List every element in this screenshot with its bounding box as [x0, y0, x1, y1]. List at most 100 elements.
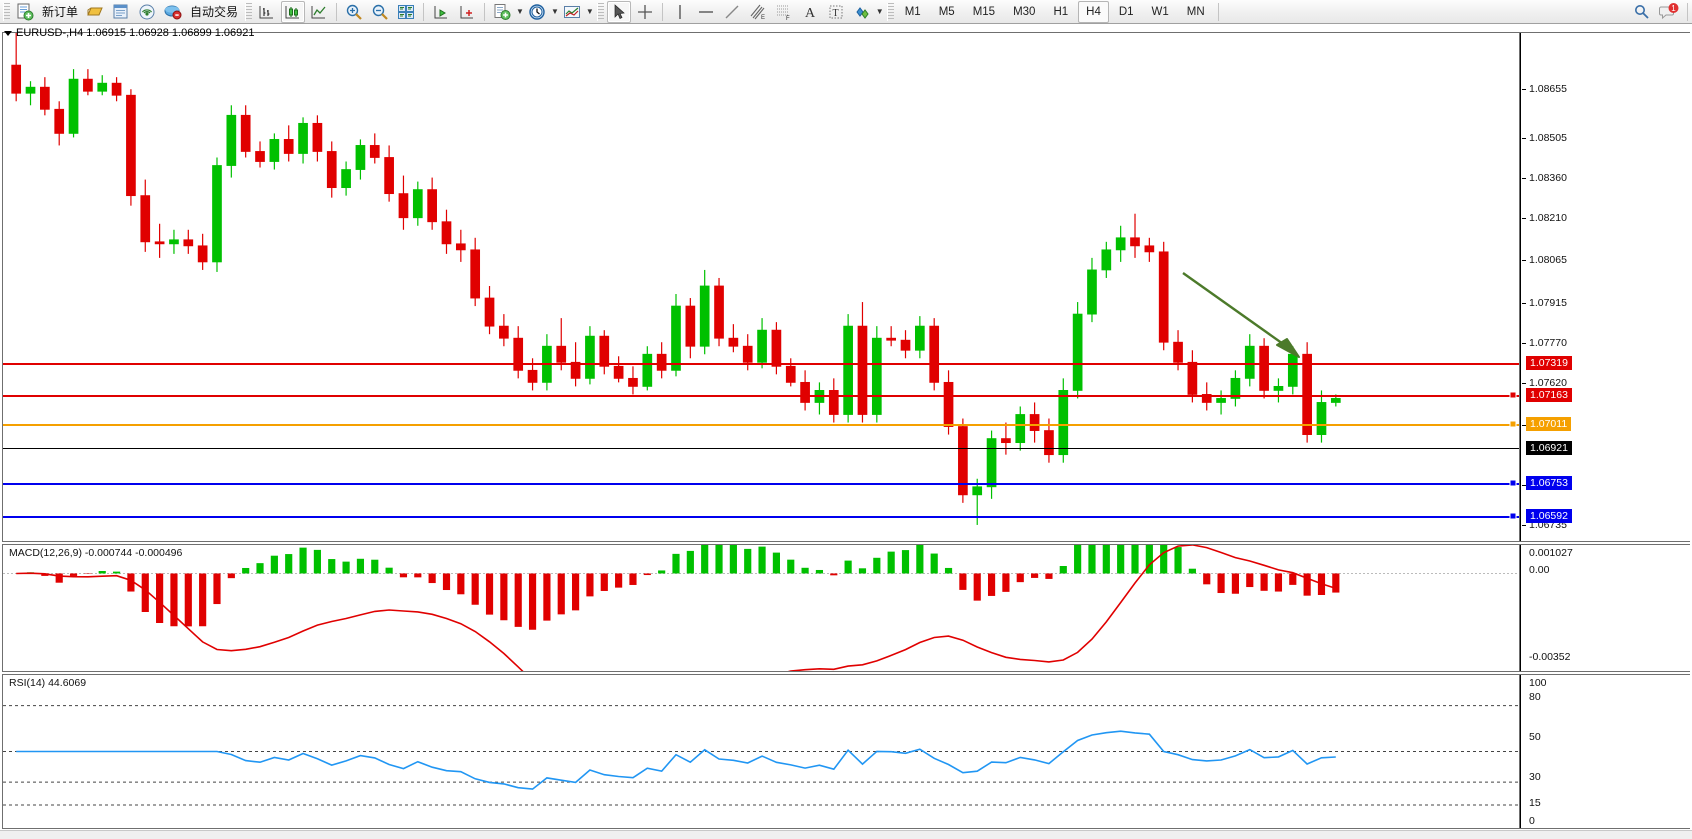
- rsi-axis-line: [1520, 675, 1521, 828]
- candle: [455, 243, 466, 251]
- price-tag-bid-price[interactable]: 1.06921: [1526, 441, 1572, 455]
- line-chart-icon[interactable]: [307, 1, 331, 23]
- auto-trading-icon[interactable]: [161, 1, 185, 23]
- toolbar-separator-4: [661, 2, 663, 21]
- timeframe-m5[interactable]: M5: [938, 5, 955, 18]
- candle: [642, 353, 653, 387]
- search-icon[interactable]: [1630, 1, 1654, 23]
- new-order-label[interactable]: 新订单: [42, 5, 79, 19]
- shapes-dropdown-icon[interactable]: ▼: [875, 7, 884, 16]
- timeframe-h4[interactable]: H4: [1078, 0, 1109, 23]
- timeframe-mn[interactable]: MN: [1186, 5, 1205, 18]
- price-tag-resistance-1[interactable]: 1.07319: [1526, 356, 1572, 370]
- fibo-icon[interactable]: F: [772, 1, 796, 23]
- rsi-pane[interactable]: RSI(14) 44.6069: [2, 674, 1520, 829]
- trendline-icon[interactable]: [720, 1, 744, 23]
- candle: [685, 305, 696, 347]
- folder-icon[interactable]: [83, 1, 107, 23]
- shift-end-icon[interactable]: [429, 1, 453, 23]
- zoom-out-icon[interactable]: [368, 1, 392, 23]
- price-line-resistance-1[interactable]: [3, 363, 1519, 365]
- label-icon[interactable]: T: [824, 1, 848, 23]
- toolbar-grip-3[interactable]: [596, 2, 604, 21]
- toolbar-grip-2[interactable]: [245, 2, 253, 21]
- candle: [871, 337, 882, 415]
- price-line-bid-price[interactable]: [3, 448, 1519, 449]
- symbol-header: EURUSD-,H4 1.06915 1.06928 1.06899 1.069…: [4, 26, 255, 40]
- price-axis-label: 1.07620: [1529, 377, 1567, 389]
- toolbar-grip[interactable]: [3, 2, 10, 21]
- candlestick-icon[interactable]: [281, 0, 306, 23]
- zoom-in-icon[interactable]: [342, 1, 366, 23]
- price-axis[interactable]: 1.08655 1.08505 1.08360 1.08210 1.08065 1.079…: [1520, 32, 1690, 614]
- candle: [714, 285, 724, 339]
- macd-label: MACD(12,26,9) -0.000744 -0.000496: [7, 547, 185, 559]
- chevron-down-icon[interactable]: [4, 30, 12, 36]
- add-indicator-icon[interactable]: [490, 1, 514, 23]
- chart-window: EURUSD-,H4 1.06915 1.06928 1.06899 1.069…: [0, 24, 1692, 839]
- timeframe-m30[interactable]: M30: [1013, 5, 1036, 18]
- timeframe-d1[interactable]: D1: [1118, 5, 1134, 18]
- price-tag-support-2[interactable]: 1.06592: [1526, 509, 1572, 523]
- price-tag-pivot[interactable]: 1.07011: [1526, 417, 1572, 431]
- price-axis-tick: [1522, 425, 1526, 426]
- candle: [484, 297, 495, 327]
- price-line-resistance-2[interactable]: [3, 395, 1519, 397]
- price-line-support-1[interactable]: [3, 483, 1519, 485]
- price-line-handle[interactable]: [1509, 512, 1517, 520]
- candle: [1101, 249, 1112, 271]
- auto-trading-label[interactable]: 自动交易: [190, 5, 239, 19]
- macd-pane[interactable]: MACD(12,26,9) -0.000744 -0.000496: [2, 544, 1520, 672]
- crosshair-icon[interactable]: [633, 1, 657, 23]
- shapes-icon[interactable]: [850, 1, 874, 23]
- data-window-icon[interactable]: [109, 1, 133, 23]
- candle: [298, 122, 308, 154]
- tile-windows-icon[interactable]: [394, 1, 418, 23]
- signal-icon[interactable]: [135, 1, 159, 23]
- price-line-support-2[interactable]: [3, 516, 1519, 518]
- vline-icon[interactable]: [668, 1, 692, 23]
- timeframe-w1[interactable]: W1: [1151, 5, 1169, 18]
- toolbar-grip-4[interactable]: [886, 2, 894, 21]
- period-dropdown-icon[interactable]: ▼: [550, 7, 559, 16]
- price-axis-tick: [1522, 525, 1526, 526]
- candle: [1044, 430, 1054, 456]
- text-icon[interactable]: A: [798, 1, 822, 23]
- auto-scroll-icon[interactable]: [455, 1, 479, 23]
- timeframe-group: M1 M5 M15 M30 H1 H4 D1 W1 MN: [896, 0, 1214, 23]
- candle: [886, 337, 897, 341]
- candle: [240, 114, 251, 152]
- price-line-pivot[interactable]: [3, 424, 1519, 426]
- price-line-handle[interactable]: [1509, 479, 1517, 487]
- equidistant-icon[interactable]: E: [746, 1, 770, 23]
- price-pane[interactable]: [2, 32, 1520, 542]
- candle: [671, 305, 681, 371]
- candle: [1072, 313, 1083, 391]
- macd-axis-line: [1520, 545, 1521, 671]
- new-order-icon[interactable]: [13, 1, 37, 23]
- candle: [326, 151, 337, 189]
- rsi-label: RSI(14) 44.6069: [7, 677, 89, 689]
- add-indicator-dropdown-icon[interactable]: ▼: [516, 7, 524, 16]
- cursor-icon[interactable]: [606, 0, 631, 23]
- candle: [25, 86, 36, 94]
- candle: [1087, 269, 1097, 315]
- bar-chart-icon[interactable]: [255, 1, 279, 23]
- templates-icon[interactable]: [560, 1, 584, 23]
- price-line-handle[interactable]: [1509, 420, 1517, 428]
- candle: [1302, 353, 1312, 435]
- timeframe-m1[interactable]: M1: [904, 5, 921, 18]
- price-axis-label: 1.08505: [1529, 132, 1567, 144]
- notification-icon[interactable]: 1: [1656, 1, 1682, 23]
- price-axis-tick: [1522, 383, 1526, 384]
- price-tag-support-1[interactable]: 1.06753: [1526, 476, 1572, 490]
- price-tag-resistance-2[interactable]: 1.07163: [1526, 388, 1572, 402]
- period-icon[interactable]: [525, 1, 549, 23]
- timeframe-m15[interactable]: M15: [972, 5, 996, 18]
- timeframe-h1[interactable]: H1: [1053, 5, 1069, 18]
- candle: [1201, 394, 1212, 403]
- templates-dropdown-icon[interactable]: ▼: [585, 7, 594, 16]
- candle: [312, 122, 323, 152]
- price-line-handle[interactable]: [1509, 391, 1517, 399]
- hline-icon[interactable]: [694, 1, 718, 23]
